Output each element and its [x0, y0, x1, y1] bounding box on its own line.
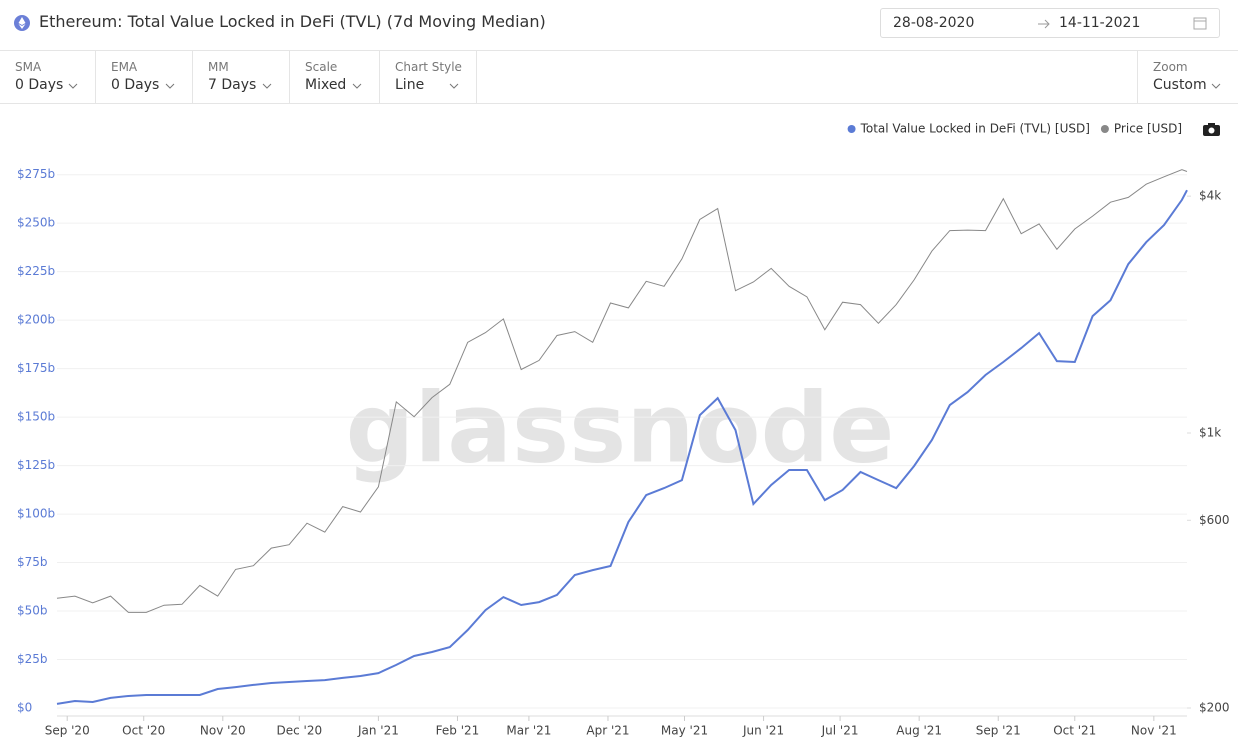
chevron [1211, 83, 1221, 89]
x-tick-label: Feb '21 [436, 724, 480, 738]
x-tick-label: Sep '20 [45, 724, 90, 738]
y-tick-label: $125b [17, 458, 55, 472]
calendar-icon[interactable] [1193, 16, 1207, 30]
x-tick-label: Apr '21 [586, 724, 629, 738]
chevron [262, 83, 272, 89]
x-tick-label: Sep '21 [976, 724, 1021, 738]
control-label: EMA [111, 60, 138, 74]
camera-lens [1208, 127, 1215, 134]
chevron [68, 83, 78, 89]
control[interactable]: Scale Mixed [290, 51, 380, 104]
control-value[interactable]: 0 Days [15, 77, 64, 93]
control[interactable]: Zoom Custom [1137, 51, 1238, 104]
control[interactable]: SMA 0 Days [0, 51, 96, 104]
date-to[interactable]: 14-11-2021 [1059, 15, 1141, 31]
control[interactable]: EMA 0 Days [96, 51, 193, 104]
y-tick-label: $50b [17, 604, 48, 618]
x-tick-label: Jan '21 [357, 724, 399, 738]
legend-dot [847, 125, 856, 133]
series-line [56, 169, 1188, 613]
y-tick-label: $75b [17, 555, 48, 569]
date-range[interactable]: 28-08-2020 14-11-2021 [880, 8, 1220, 38]
y-tick-label: $0 [17, 701, 32, 715]
y-tick-label: $200b [17, 313, 55, 327]
y2-tick-label: $4k [1199, 189, 1221, 203]
control[interactable]: MM 7 Days [193, 51, 290, 104]
watermark: glassnode [346, 372, 895, 484]
control-value[interactable]: 0 Days [111, 77, 160, 93]
eth-icon [14, 15, 30, 31]
x-tick-label: Jul '21 [821, 724, 859, 738]
chevron [352, 83, 362, 89]
y-tick-label: $275b [17, 167, 55, 181]
control-value[interactable]: Mixed [305, 77, 347, 93]
x-tick-label: Aug '21 [896, 724, 942, 738]
y2-tick-label: $600 [1199, 513, 1230, 527]
control-label: MM [208, 60, 229, 74]
series-line [56, 189, 1188, 705]
x-tick-label: Dec '20 [277, 724, 323, 738]
control-value[interactable]: Custom [1153, 77, 1207, 93]
legend-entry[interactable]: Total Value Locked in DeFi (TVL) [USD] [847, 122, 1090, 136]
control-label: Chart Style [395, 60, 462, 74]
x-tick-label: Mar '21 [506, 724, 551, 738]
x-tick-label: Oct '21 [1053, 724, 1096, 738]
arrow [1038, 19, 1050, 29]
x-tick-label: Oct '20 [122, 724, 165, 738]
legend-dot [1100, 125, 1109, 133]
x-tick-label: May '21 [661, 724, 708, 738]
legend-entry[interactable]: Price [USD] [1100, 122, 1182, 136]
x-tick-label: Jun '21 [742, 724, 784, 738]
y2-tick-label: $1k [1199, 426, 1221, 440]
y-tick-label: $225b [17, 264, 55, 278]
control-label: SMA [15, 60, 42, 74]
title: Ethereum: Total Value Locked in DeFi (TV… [39, 12, 546, 31]
y-tick-label: $175b [17, 361, 55, 375]
y-tick-label: $25b [17, 652, 48, 666]
y-tick-label: $250b [17, 216, 55, 230]
legend-label: Total Value Locked in DeFi (TVL) [USD] [860, 122, 1090, 136]
x-tick-label: Nov '20 [200, 724, 246, 738]
y-tick-label: $100b [17, 507, 55, 521]
camera-top [1208, 123, 1215, 126]
chevron [449, 83, 459, 89]
camera-button[interactable] [1203, 123, 1220, 136]
y2-tick-label: $200 [1199, 701, 1230, 715]
date-from[interactable]: 28-08-2020 [893, 15, 975, 31]
control-label: Zoom [1153, 60, 1188, 74]
control[interactable]: Chart Style Line [380, 51, 477, 104]
control-value[interactable]: Line [395, 77, 425, 93]
controls: SMA 0 Days EMA 0 Days MM 7 Days Scale Mixed Char… [0, 50, 1238, 104]
y-tick-label: $150b [17, 410, 55, 424]
chevron [165, 83, 175, 89]
control-label: Scale [305, 60, 338, 74]
x-tick-label: Nov '21 [1131, 724, 1177, 738]
chart: glassnode $0 $25b $50b $75b $100b $125b $150b $1… [17, 122, 1230, 738]
control-value[interactable]: 7 Days [208, 77, 257, 93]
legend-label: Price [USD] [1114, 122, 1182, 136]
